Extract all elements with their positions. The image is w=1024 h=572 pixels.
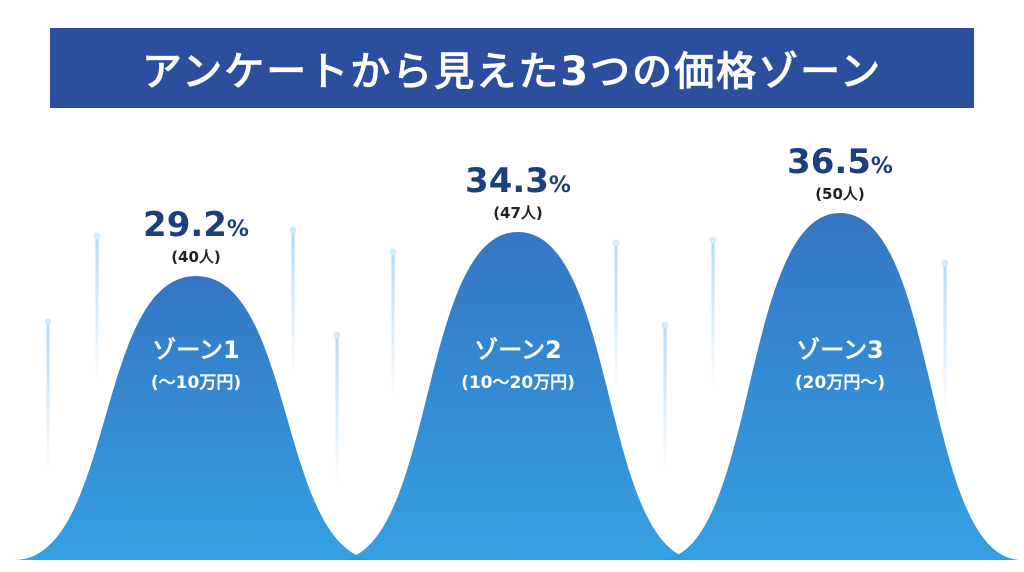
zone-name-1: ゾーン1 <box>152 336 240 364</box>
zone-name-3: ゾーン3 <box>796 336 884 364</box>
count-label-1: (40人) <box>171 248 221 266</box>
zone-mountain-2 <box>336 231 700 560</box>
streak-line-5 <box>614 243 618 393</box>
chart-title: アンケートから見えた3つの価格ゾーン <box>141 49 883 95</box>
streak-line-0 <box>46 322 50 472</box>
title-banner: アンケートから見えた3つの価格ゾーン <box>50 28 974 108</box>
streak-dot-1 <box>93 232 101 240</box>
streak-dot-8 <box>941 259 949 267</box>
streak-line-7 <box>711 240 715 390</box>
value-label-3: 36.5% <box>787 142 893 182</box>
background-streaks <box>44 226 949 485</box>
value-label-2: 34.3% <box>465 161 571 201</box>
streak-dot-6 <box>661 321 669 329</box>
count-label-2: (47人) <box>493 204 543 222</box>
streak-dot-3 <box>333 331 341 339</box>
streak-dot-0 <box>44 318 52 326</box>
zone-range-1: (〜10万円) <box>151 373 241 393</box>
streak-dot-4 <box>389 248 397 256</box>
streak-dot-2 <box>289 226 297 234</box>
count-label-3: (50人) <box>815 185 865 203</box>
zone-range-2: (10〜20万円) <box>461 373 575 393</box>
streak-line-3 <box>335 335 339 485</box>
zone-name-2: ゾーン2 <box>474 336 562 364</box>
zone-mountain-1 <box>14 276 378 560</box>
streak-dot-7 <box>709 236 717 244</box>
streak-line-8 <box>943 263 947 413</box>
zone-mountains <box>14 213 1022 560</box>
streak-line-2 <box>291 230 295 380</box>
zone-labels: 29.2% (40人) ゾーン1 (〜10万円) 34.3% (47人) ゾーン2 (10〜2… <box>143 142 893 393</box>
zone-mountain-3 <box>658 213 1022 560</box>
streak-line-4 <box>391 252 395 402</box>
streak-line-6 <box>663 325 667 475</box>
zone-range-3: (20万円〜) <box>795 373 885 393</box>
streak-dot-5 <box>612 239 620 247</box>
value-label-1: 29.2% <box>143 205 249 245</box>
streak-line-1 <box>95 236 99 386</box>
